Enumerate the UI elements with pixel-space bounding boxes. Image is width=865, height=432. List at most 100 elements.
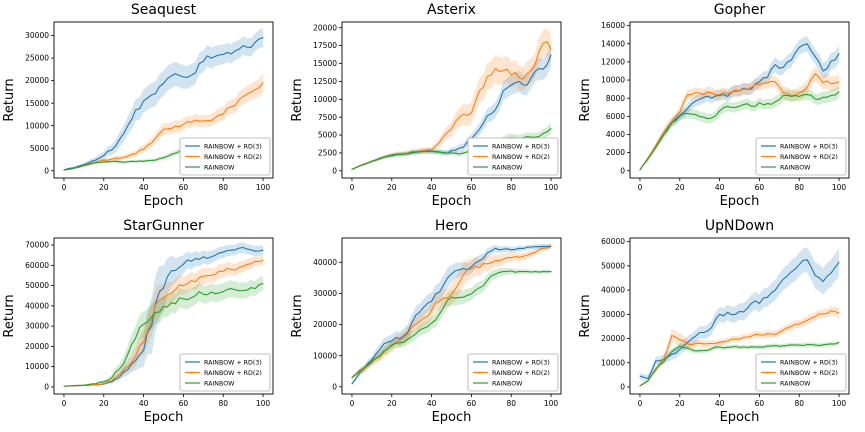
y-axis: 0 2000 4000 6000 8000 10000 12000 14000 16000: [601, 21, 630, 175]
x-tick-label: 20: [675, 399, 685, 408]
legend-box: [179, 353, 271, 392]
chart-gopher: 0 20 40 60 80 100 0 2000 4000 6000 8000 10000 12000 1…: [578, 2, 850, 209]
axes-spines: [53, 21, 274, 179]
x-tick-label: 0: [62, 399, 67, 408]
x-tick-label: 60: [467, 183, 477, 192]
y-tick-label: 30000: [313, 289, 337, 298]
x-tick-label: 100: [832, 183, 847, 192]
series-line-rainbow: [351, 270, 552, 379]
x-tick-label: 60: [467, 399, 477, 408]
x-tick-label: 60: [755, 399, 765, 408]
y-tick-label: 2500: [318, 149, 337, 158]
chart-seaquest: 0 20 40 60 80 100 0 5000 10000 15000 20000 25000 300…: [2, 2, 274, 209]
plot-area: [351, 243, 552, 386]
x-axis-label: Epoch: [432, 410, 472, 425]
y-tick-label: 0: [332, 166, 337, 175]
x-tick-label: 0: [350, 399, 355, 408]
plot-area: [63, 242, 264, 387]
y-tick-label: 50000: [601, 261, 625, 270]
y-tick-label: 15000: [313, 59, 337, 68]
legend-label: RAINBOW: [780, 380, 811, 387]
y-tick-label: 20000: [25, 76, 49, 85]
y-tick-label: 14000: [601, 39, 625, 48]
x-tick-label: 60: [755, 183, 765, 192]
series-band-rainbow-rd-3-: [64, 242, 263, 387]
series-band-rainbow-rd-3-: [640, 247, 839, 383]
series-band-rainbow-rd-2-: [352, 244, 551, 380]
y-tick-label: 8000: [606, 94, 625, 103]
y-tick-label: 0: [620, 383, 625, 392]
y-tick-label: 2000: [606, 148, 625, 157]
y-axis: 0 10000 20000 30000 40000 50000 60000 70000: [25, 241, 54, 392]
y-axis-label: Return: [290, 78, 305, 121]
series-line-rainbow: [639, 91, 840, 171]
legend-label: RAINBOW + RD(2): [492, 154, 550, 161]
x-axis-label: Epoch: [432, 194, 472, 209]
legend-label: RAINBOW + RD(2): [780, 370, 838, 377]
series-line-rainbow-rd-2-: [63, 259, 264, 387]
y-tick-label: 5000: [30, 144, 49, 153]
legend-label: RAINBOW: [204, 380, 235, 387]
y-tick-label: 70000: [25, 241, 49, 250]
series-line-rainbow-rd-2-: [639, 73, 840, 171]
x-axis: 0 20 40 60 80 100: [638, 394, 847, 408]
x-tick-label: 20: [387, 183, 397, 192]
subplot-asterix: 0 20 40 60 80 100 0 2500 5000 7500 10000 12500 15000…: [288, 0, 576, 216]
x-axis-label: Epoch: [720, 410, 760, 425]
legend: RAINBOW + RD(3) RAINBOW + RD(2) RAINBOW: [755, 353, 847, 392]
x-tick-label: 100: [544, 183, 559, 192]
x-tick-label: 40: [427, 399, 437, 408]
y-tick-label: 5000: [318, 131, 337, 140]
legend-label: RAINBOW: [204, 164, 235, 171]
series-line-rainbow-rd-3-: [351, 245, 552, 385]
y-tick-label: 4000: [606, 130, 625, 139]
legend-label: RAINBOW + RD(3): [492, 359, 550, 366]
y-axis-label: Return: [290, 294, 305, 337]
series-line-rainbow-rd-2-: [351, 246, 552, 379]
y-tick-label: 40000: [601, 286, 625, 295]
x-tick-label: 60: [179, 399, 189, 408]
x-tick-label: 80: [218, 183, 228, 192]
subplot-stargunner: 0 20 40 60 80 100 0 10000 20000 30000 40000 50000 60…: [0, 216, 288, 432]
legend-box: [467, 137, 559, 176]
x-axis-label: Epoch: [144, 194, 184, 209]
legend: RAINBOW + RD(3) RAINBOW + RD(2) RAINBOW: [467, 353, 559, 392]
series-band-rainbow-rd-3-: [64, 28, 263, 171]
y-tick-label: 10000: [25, 121, 49, 130]
x-tick-label: 0: [62, 183, 67, 192]
x-tick-label: 20: [675, 183, 685, 192]
y-tick-label: 15000: [25, 99, 49, 108]
y-tick-label: 30000: [601, 310, 625, 319]
legend: RAINBOW + RD(3) RAINBOW + RD(2) RAINBOW: [755, 137, 847, 176]
subplot-hero: 0 20 40 60 80 100 0 10000 20000 30000 40000 Hero Epo…: [288, 216, 576, 432]
legend-label: RAINBOW: [492, 164, 523, 171]
series-band-rainbow: [640, 85, 839, 171]
legend: RAINBOW + RD(3) RAINBOW + RD(2) RAINBOW: [467, 137, 559, 176]
x-axis: 0 20 40 60 80 100: [350, 394, 558, 408]
plot-area: [639, 36, 840, 171]
x-tick-label: 60: [179, 183, 189, 192]
axes-spines: [341, 21, 562, 179]
y-tick-label: 10000: [313, 95, 337, 104]
series-line-rainbow-rd-2-: [639, 310, 840, 387]
series-line-rainbow-rd-3-: [63, 37, 264, 171]
legend-box: [755, 137, 847, 176]
x-tick-label: 100: [832, 399, 847, 408]
legend-label: RAINBOW + RD(3): [204, 143, 262, 150]
legend-box: [467, 353, 559, 392]
chart-asterix: 0 20 40 60 80 100 0 2500 5000 7500 10000 12500 15000…: [290, 2, 562, 209]
legend-label: RAINBOW + RD(2): [204, 370, 262, 377]
y-tick-label: 10000: [601, 358, 625, 367]
y-tick-label: 0: [44, 166, 49, 175]
y-tick-label: 20000: [313, 23, 337, 32]
series-line-rainbow: [639, 342, 840, 387]
y-tick-label: 30000: [25, 322, 49, 331]
x-tick-label: 0: [350, 183, 355, 192]
y-tick-label: 10000: [25, 362, 49, 371]
x-tick-label: 20: [99, 399, 109, 408]
y-tick-label: 12000: [601, 58, 625, 67]
y-tick-label: 50000: [25, 281, 49, 290]
x-tick-label: 40: [139, 399, 149, 408]
subplot-seaquest: 0 20 40 60 80 100 0 5000 10000 15000 20000 25000 300…: [0, 0, 288, 216]
